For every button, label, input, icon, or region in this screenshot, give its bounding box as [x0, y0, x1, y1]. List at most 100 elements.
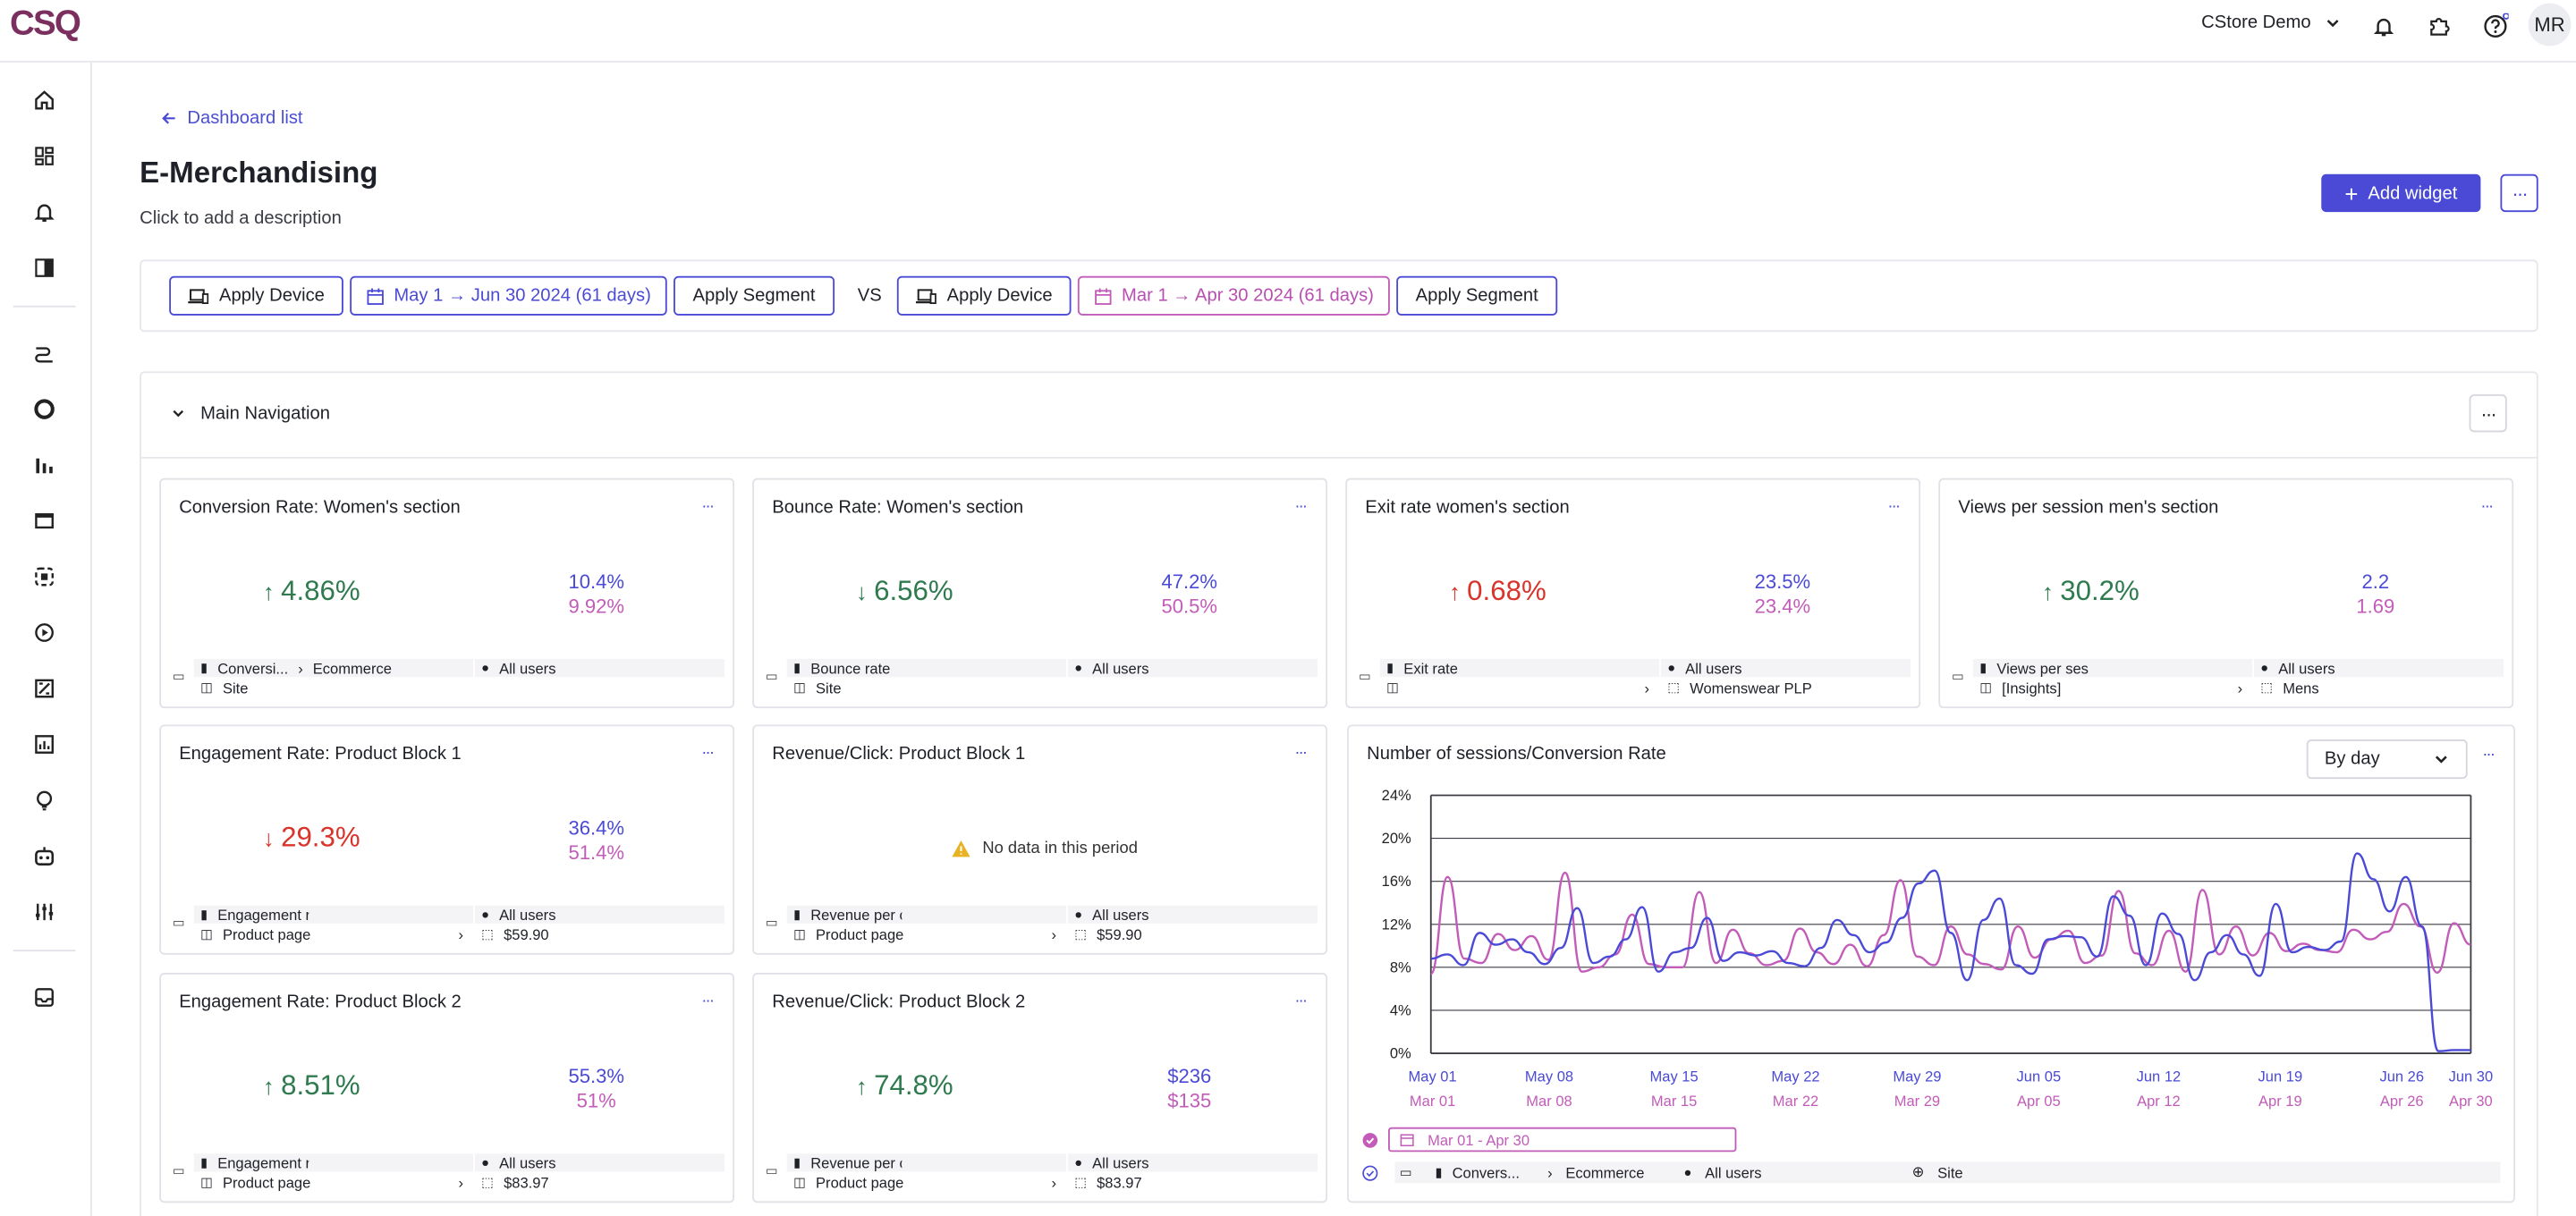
chevron-right-icon: › [1051, 1174, 1056, 1191]
kpi-change: ↑ 4.86% [263, 575, 360, 608]
card-meta-metric: Views per session [1996, 659, 2089, 677]
card-meta-metric: Revenue per click [810, 1154, 902, 1171]
apply-device-button-primary[interactable]: Apply Device [169, 275, 343, 316]
kpi-change: ↑ 74.8% [856, 1069, 953, 1102]
card-meta-segment: All users [499, 906, 556, 923]
session-replay-icon[interactable] [33, 621, 56, 645]
zoning-icon[interactable] [33, 398, 56, 421]
card-more-icon[interactable]: ··· [1294, 744, 1308, 763]
sidebar-divider [13, 950, 76, 952]
kpi-card: Bounce Rate: Women's section ··· ↓ 6.56% 4… [752, 477, 1328, 709]
bar-chart-icon: ▮ [793, 907, 801, 923]
apply-segment-button-primary[interactable]: Apply Segment [674, 275, 835, 316]
insights-icon[interactable] [33, 789, 56, 812]
add-widget-button[interactable]: + Add widget [2321, 173, 2481, 213]
series-line[interactable] [1430, 852, 2471, 1052]
card-title: Revenue/Click: Product Block 1 [772, 744, 1026, 764]
card-more-icon[interactable]: ··· [701, 497, 715, 517]
chevron-down-icon [2435, 756, 2447, 764]
org-switcher[interactable]: CStore Demo [2201, 13, 2340, 33]
bar-chart-icon: ▮ [200, 1154, 208, 1170]
date-range-compare[interactable]: Mar 1 → Apr 30 2024 (61 days) [1077, 275, 1390, 316]
card-more-icon[interactable]: ··· [701, 744, 715, 763]
plus-icon: + [2344, 180, 2359, 207]
apply-segment-label: Apply Segment [1415, 285, 1538, 306]
card-meta-zone: $83.97 [504, 1174, 549, 1191]
kpi-card: Engagement Rate: Product Block 1 ··· ↓ 29.… [159, 724, 735, 955]
apply-device-button-compare[interactable]: Apply Device [896, 275, 1072, 316]
card-meta-zone: $59.90 [504, 925, 549, 942]
card-more-icon[interactable]: ··· [1294, 497, 1308, 517]
impact-icon[interactable] [33, 677, 56, 700]
no-data-message: No data in this period [951, 840, 1138, 858]
section-title[interactable]: Main Navigation [200, 404, 330, 425]
panel-icon[interactable] [33, 257, 56, 280]
app-logo[interactable]: CSQ [10, 4, 81, 43]
apply-segment-button-compare[interactable]: Apply Segment [1396, 275, 1558, 316]
chart-meta-metric: Convers... [1452, 1164, 1520, 1181]
x-tick-label-compare: Mar 01 [1410, 1093, 1455, 1110]
zone-icon: ⬚ [2260, 680, 2274, 696]
kpi-current-value: 2.2 [2361, 570, 2390, 594]
settings-sliders-icon[interactable] [33, 900, 56, 924]
puzzle-icon[interactable] [2427, 13, 2453, 39]
chart-card: Number of sessions/Conversion Rate By da… [1347, 724, 2515, 1203]
page-icon[interactable] [33, 510, 56, 533]
avatar[interactable]: MR [2528, 3, 2572, 46]
dashboard-more-button[interactable]: ··· [2500, 173, 2538, 213]
page-group-icon: ◫ [200, 926, 213, 942]
card-more-icon[interactable]: ··· [1294, 992, 1308, 1011]
card-meta-scope: Product page [222, 925, 311, 942]
apply-device-label: Apply Device [218, 285, 325, 306]
kpi-card: Exit rate women's section ··· ↑ 0.68% 23.5… [1345, 477, 1921, 709]
chart-meta-segment: All users [1705, 1164, 1762, 1181]
org-name: CStore Demo [2201, 13, 2311, 33]
date-range-primary[interactable]: May 1 → Jun 30 2024 (61 days) [350, 275, 667, 316]
alerts-icon[interactable] [33, 200, 56, 224]
bot-icon[interactable] [33, 845, 56, 868]
no-data-label: No data in this period [982, 840, 1138, 858]
calendar-icon [1400, 1134, 1414, 1147]
main-content: Dashboard list E-Merchandising Click to … [92, 63, 2576, 1216]
card-meta-metric: Revenue per click [810, 906, 902, 923]
kpi-change: ↑ 30.2% [2042, 575, 2140, 608]
user-icon: ● [1667, 660, 1676, 676]
kpi-change-value: 0.68% [1467, 575, 1546, 607]
y-tick-label: 12% [1382, 916, 1411, 933]
help-icon[interactable] [2482, 13, 2509, 39]
y-tick-label: 16% [1382, 873, 1411, 890]
x-tick-label-primary: Jun 30 [2449, 1068, 2494, 1085]
home-icon[interactable] [33, 89, 56, 112]
series-line[interactable] [1429, 871, 2471, 975]
card-title: Exit rate women's section [1365, 497, 1570, 518]
bell-icon[interactable] [2370, 13, 2396, 39]
arrow-up-icon: ↑ [262, 1073, 275, 1100]
chevron-down-icon[interactable] [171, 406, 186, 421]
journey-icon[interactable] [33, 342, 56, 365]
chart-more-icon[interactable]: ··· [2482, 746, 2496, 764]
card-more-icon[interactable]: ··· [701, 992, 715, 1011]
card-meta-segment: All users [499, 659, 556, 677]
card-title: Revenue/Click: Product Block 2 [772, 992, 1026, 1013]
analysis-icon[interactable] [33, 453, 56, 477]
granularity-select[interactable]: By day [2306, 739, 2468, 780]
bar-chart-icon: ▮ [1386, 660, 1394, 676]
card-more-icon[interactable]: ··· [1887, 497, 1901, 517]
card-meta-zone: Mens [2283, 679, 2319, 697]
card-more-icon[interactable]: ··· [2480, 497, 2494, 517]
page-title[interactable]: E-Merchandising [140, 156, 378, 190]
page-description[interactable]: Click to add a description [140, 208, 342, 229]
compare-legend[interactable]: Mar 01 - Apr 30 [1362, 1127, 1740, 1153]
device-icon: ▭ [1358, 668, 1371, 684]
page-group-icon: ◫ [1386, 680, 1400, 696]
back-link[interactable]: Dashboard list [161, 108, 303, 128]
section-more-button[interactable]: ··· [2469, 394, 2507, 433]
dashboard-icon[interactable] [33, 145, 56, 168]
report-icon[interactable] [33, 733, 56, 756]
inbox-icon[interactable] [33, 986, 56, 1009]
frustration-icon[interactable] [33, 565, 56, 588]
calendar-icon [367, 287, 384, 304]
line-chart: 0% 4% 8% 12% 16% 20% 24% May 01 May 08 May 15 May … [1382, 787, 2494, 1110]
device-icon [189, 288, 209, 304]
kpi-compare: 23.5% 23.4% [1716, 570, 1848, 620]
